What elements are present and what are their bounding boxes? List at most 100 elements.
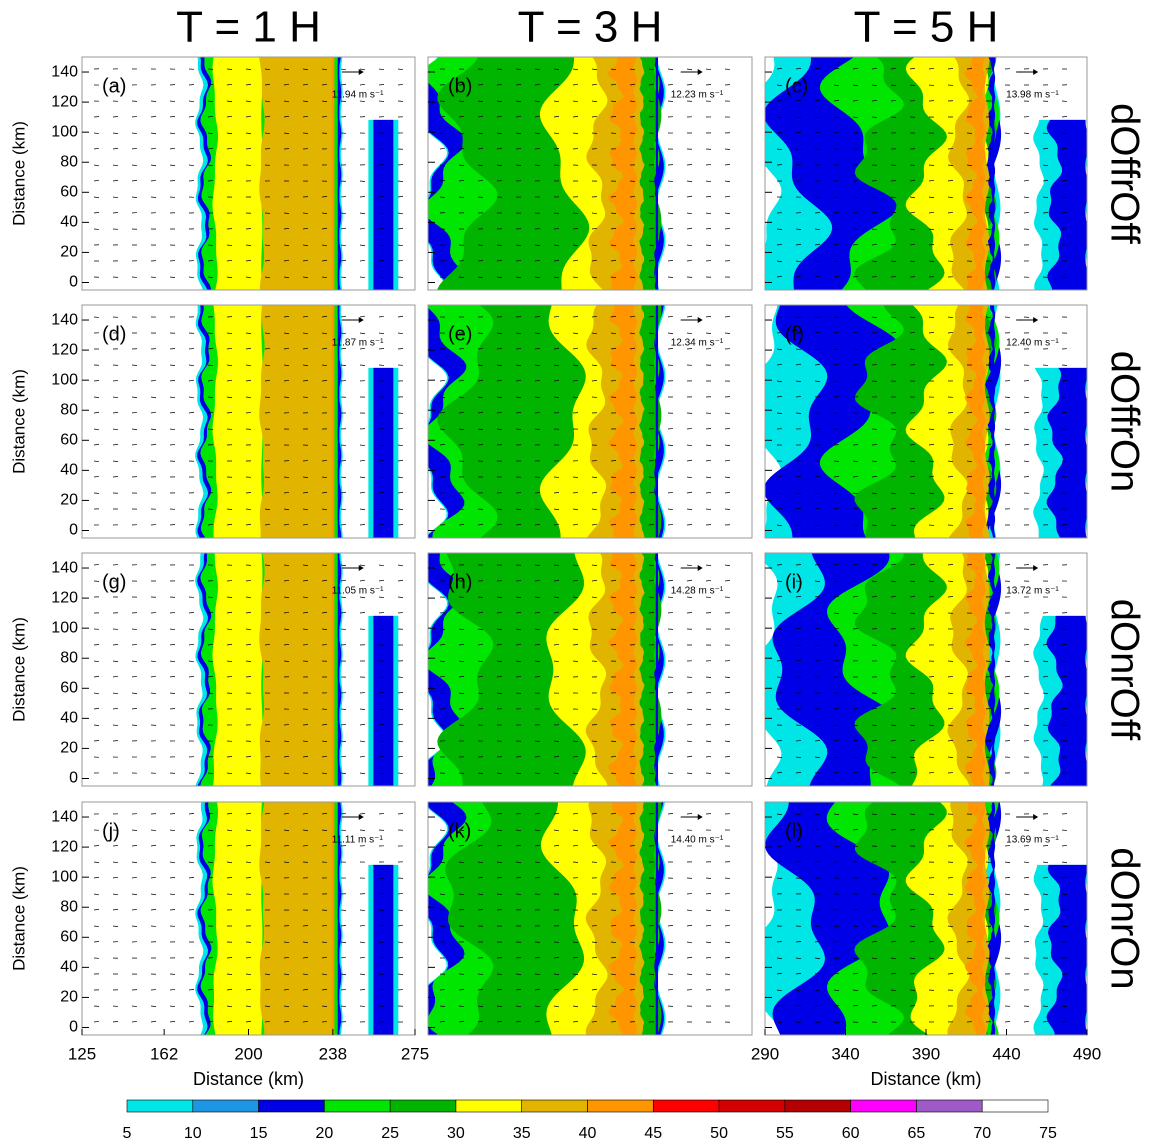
wind-vector [687, 260, 692, 261]
wind-vector [1024, 165, 1029, 166]
wind-vector [398, 348, 403, 349]
colorbar-label: 60 [842, 1125, 860, 1142]
panel: (f)12.40 m s⁻¹ [750, 305, 1089, 541]
panel: (i)13.72 m s⁻¹ [750, 553, 1089, 789]
panel-label: (i) [785, 571, 803, 593]
wind-vector [440, 380, 445, 381]
wind-vector [398, 460, 403, 461]
panel: (l)13.69 m s⁻¹ [750, 802, 1089, 1038]
wind-vector [360, 277, 365, 278]
wind-vector [706, 910, 711, 911]
wind-vector [113, 676, 118, 677]
wind-vector [668, 228, 673, 229]
wind-vector [151, 180, 156, 181]
colorbar-box [456, 1100, 522, 1112]
wind-vector [687, 565, 692, 566]
y-tick-label: 40 [60, 462, 78, 479]
wind-vector [668, 245, 673, 246]
wind-vector [151, 708, 156, 709]
wind-vector [725, 316, 730, 317]
wind-vector [341, 245, 346, 246]
wind-vector [1024, 180, 1029, 181]
wind-vector [706, 245, 711, 246]
wind-vector [398, 910, 403, 911]
wind-vector [668, 741, 673, 742]
panel-label: (h) [448, 571, 472, 593]
wind-vector [189, 676, 194, 677]
wind-vector [170, 909, 175, 910]
wind-vector [687, 213, 692, 214]
reference-arrowhead [359, 565, 364, 571]
wind-vector [151, 116, 156, 117]
wind-vector [94, 877, 99, 878]
wind-vector [706, 316, 711, 317]
wind-vector [151, 676, 156, 677]
wind-vector [341, 1006, 346, 1007]
panel: 020406080100120140(a)11.94 m s⁻¹ [51, 57, 415, 293]
panel-label: (g) [102, 571, 126, 593]
wind-vector [379, 69, 384, 70]
wind-vector [360, 445, 365, 446]
panel: (b)12.23 m s⁻¹ [408, 57, 752, 293]
wind-vector [113, 133, 118, 134]
wind-vector [398, 957, 403, 958]
wind-vector [170, 644, 175, 645]
colorbar-label: 25 [381, 1125, 399, 1142]
wind-vector [94, 397, 99, 398]
colorbar-box [324, 1100, 390, 1112]
wind-vector [1024, 877, 1029, 878]
wind-vector [132, 708, 137, 709]
wind-vector [1024, 661, 1029, 662]
wind-vector [706, 492, 711, 493]
wind-vector [1043, 116, 1048, 117]
wind-vector [94, 133, 99, 134]
reference-vector-label: 11.11 m s⁻¹ [332, 835, 384, 846]
wind-vector [687, 84, 692, 85]
wind-vector [668, 181, 673, 182]
x-tick-label: 125 [68, 1044, 96, 1063]
wind-vector [360, 597, 365, 598]
wind-vector [189, 165, 194, 166]
panel: (k)14.40 m s⁻¹ [409, 802, 752, 1038]
colorbar-label: 35 [513, 1125, 531, 1142]
wind-vector [132, 845, 137, 846]
wind-vector [1043, 862, 1048, 863]
wind-vector [189, 429, 194, 430]
panel: 020406080100120140(j)11.11 m s⁻¹ [51, 802, 415, 1038]
wind-vector [379, 597, 384, 598]
wind-vector [706, 893, 711, 894]
wind-vector [1024, 693, 1029, 694]
wind-vector [151, 661, 156, 662]
wind-vector [170, 444, 175, 445]
wind-vector [113, 180, 118, 181]
wind-vector [341, 277, 346, 278]
wind-vector [151, 1021, 156, 1022]
wind-vector [379, 565, 384, 566]
wind-vector [398, 245, 403, 246]
wind-vector [94, 148, 99, 149]
wind-vector [1005, 180, 1010, 181]
wind-vector [132, 461, 137, 462]
wind-vector [687, 428, 692, 429]
reference-arrowhead [698, 69, 703, 75]
wind-vector [398, 565, 403, 566]
wind-vector [360, 612, 365, 613]
wind-vector [687, 509, 692, 510]
wind-vector [1005, 133, 1010, 134]
wind-vector [189, 412, 194, 413]
wind-vector [360, 333, 365, 334]
row-label: dOnrOff [1102, 599, 1146, 741]
wind-vector [94, 429, 99, 430]
wind-vector [687, 460, 692, 461]
x-tick-label: 390 [912, 1044, 940, 1063]
wind-vector [189, 133, 194, 134]
y-axis-label: Distance (km) [9, 617, 28, 722]
wind-vector [341, 69, 346, 70]
wind-vector [360, 84, 365, 85]
wind-vector [668, 942, 673, 943]
wind-vector [132, 148, 137, 149]
wind-vector [668, 524, 673, 525]
wind-vector [360, 773, 365, 774]
wind-vector [668, 316, 673, 317]
